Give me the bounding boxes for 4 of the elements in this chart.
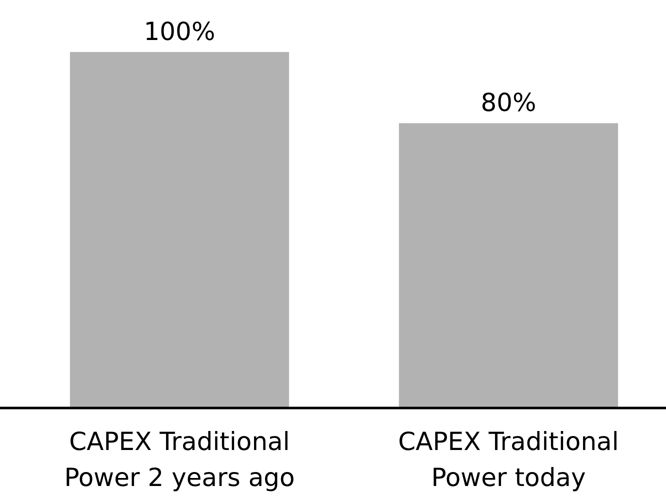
x-tick-label: CAPEX Traditional Power today [398,427,619,492]
x-tick-label: CAPEX Traditional Power 2 years ago [64,427,295,492]
data-label: 100% [144,17,216,46]
data-label: 80% [480,88,536,118]
